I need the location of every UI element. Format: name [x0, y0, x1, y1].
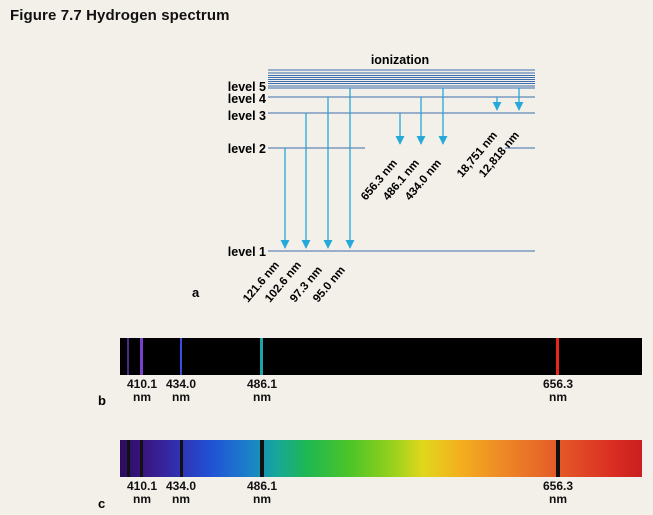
emission-line-656 — [556, 338, 559, 375]
emission-spectrum — [120, 338, 642, 375]
panel-label-b: b — [98, 393, 106, 408]
level-4-label: level 4 — [228, 92, 266, 106]
emission-line-486 — [260, 338, 263, 375]
spectrum-b-label-656: 656.3 nm — [542, 377, 574, 404]
emission-line-410 — [140, 338, 143, 375]
absorption-line-410 — [140, 440, 143, 477]
spectrum-b-label-486: 486.1 nm — [246, 377, 278, 404]
level-1-label: level 1 — [228, 245, 266, 259]
level-3-label: level 3 — [228, 109, 266, 123]
spectrum-b-label-434: 434.0 nm — [165, 377, 197, 404]
spectrum-c-label-434: 434.0 nm — [165, 479, 197, 506]
absorption-spectrum — [120, 440, 642, 477]
panel-label-a: a — [192, 285, 200, 300]
figure-title: Figure 7.7 Hydrogen spectrum — [10, 7, 230, 24]
absorption-line-486 — [260, 440, 264, 477]
spectrum-b-label-410: 410.1 nm — [126, 377, 158, 404]
ionization-continuum — [268, 69, 535, 87]
level-5-label: level 5 — [228, 80, 266, 94]
absorption-line-656 — [556, 440, 560, 477]
emission-line-faint — [127, 338, 129, 375]
spectrum-c-label-410: 410.1 nm — [126, 479, 158, 506]
panel-label-c: c — [98, 496, 105, 511]
absorption-line-faint — [127, 440, 130, 477]
spectrum-c-label-486: 486.1 nm — [246, 479, 278, 506]
absorption-line-434 — [180, 440, 183, 477]
spectrum-c-label-656: 656.3 nm — [542, 479, 574, 506]
level-2-label: level 2 — [228, 142, 266, 156]
emission-line-434 — [180, 338, 182, 375]
ionization-label: ionization — [371, 53, 429, 67]
